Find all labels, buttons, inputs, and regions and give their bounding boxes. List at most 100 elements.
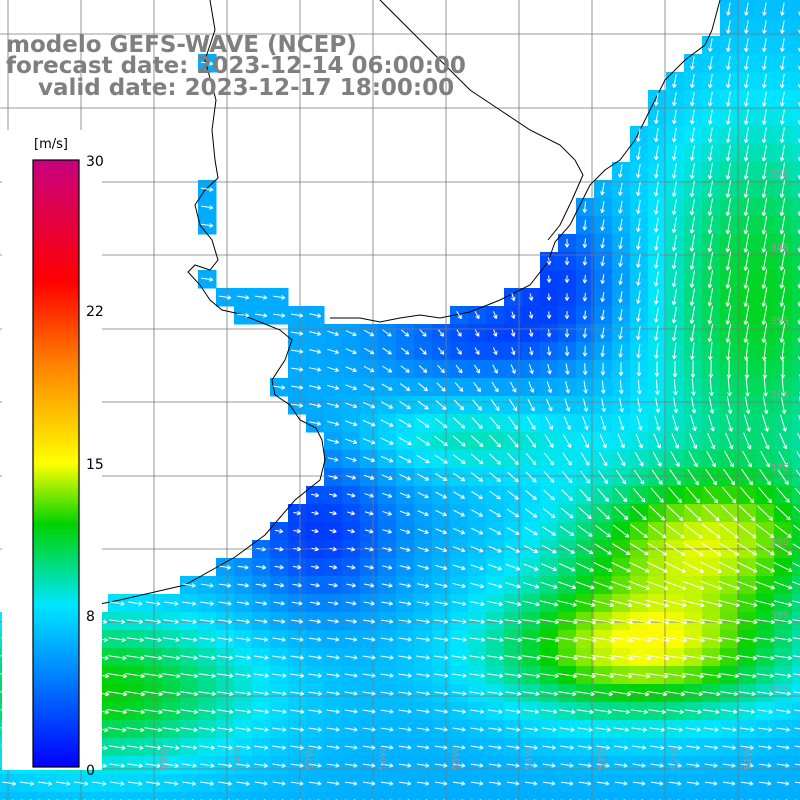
wind-cell (792, 432, 800, 451)
wind-arrow (528, 311, 534, 319)
wind-arrow (617, 433, 625, 449)
wind-arrow (311, 564, 320, 570)
wind-arrow (681, 636, 705, 643)
wind-arrow (672, 415, 679, 431)
wind-arrow (416, 601, 430, 606)
wind-arrow (470, 564, 484, 571)
wind-arrow (345, 601, 357, 606)
wind-arrow (326, 655, 340, 660)
wind-arrow (162, 727, 180, 733)
wind-arrow (507, 490, 519, 500)
wind-arrow (745, 377, 750, 397)
wind-arrow (200, 277, 214, 282)
wind-arrow (363, 401, 376, 409)
wind-arrow (524, 745, 538, 750)
wind-arrow (326, 727, 340, 732)
wind-cell (792, 54, 800, 73)
wind-arrow (744, 56, 749, 71)
wind-arrow (434, 473, 448, 481)
wind-arrow (681, 580, 705, 591)
wind-arrow (756, 523, 775, 539)
wind-arrow (438, 329, 445, 337)
wind-arrow (254, 781, 268, 786)
wind-arrow (700, 561, 722, 573)
wind-arrow (704, 745, 718, 750)
wind-arrow (707, 342, 713, 361)
wind-arrow (793, 506, 800, 513)
wind-arrow (611, 543, 631, 555)
wind-arrow (794, 781, 800, 784)
wind-cell (792, 774, 800, 793)
wind-arrow (794, 709, 800, 712)
wind-arrow (704, 763, 718, 768)
wind-arrow (362, 438, 376, 445)
wind-arrow (381, 383, 393, 391)
wind-arrow (416, 436, 430, 446)
wind-arrow (308, 763, 322, 768)
wind-arrow (200, 601, 214, 606)
wind-arrow (598, 452, 608, 467)
wind-cell (720, 792, 739, 800)
wind-arrow (363, 347, 375, 355)
wind-cell (90, 792, 109, 800)
wind-cell (792, 738, 800, 757)
wind-arrow (761, 287, 768, 307)
wind-arrow (399, 383, 411, 391)
wind-arrow (703, 727, 719, 732)
wind-cell (792, 630, 800, 649)
wind-arrow (558, 562, 576, 572)
wind-arrow (381, 474, 393, 481)
wind-arrow (434, 709, 448, 714)
wind-arrow (416, 655, 430, 660)
wind-arrow (452, 435, 466, 447)
wind-arrow (521, 655, 541, 661)
wind-arrow (399, 400, 411, 410)
wind-arrow (329, 510, 337, 516)
wind-arrow (127, 619, 144, 625)
wind-arrow (761, 198, 768, 217)
wind-arrow (684, 504, 702, 522)
wind-arrow (683, 523, 703, 539)
colorbar-tick-8: 8 (86, 609, 95, 625)
wind-arrow (398, 637, 412, 642)
wind-arrow (381, 583, 393, 588)
wind-arrow (779, 287, 786, 307)
wind-arrow (671, 252, 677, 270)
wind-arrow (761, 305, 768, 325)
wind-arrow (218, 583, 232, 588)
wind-arrow (755, 655, 775, 661)
wind-arrow (272, 781, 286, 786)
wind-cell (792, 360, 800, 379)
wind-arrow (634, 451, 644, 467)
wind-arrow (255, 601, 268, 606)
wind-arrow (271, 691, 287, 696)
wind-arrow (524, 508, 538, 518)
wind-arrow (739, 709, 755, 714)
wind-arrow (779, 305, 786, 325)
wind-arrow (416, 709, 430, 714)
wind-arrow (126, 745, 144, 751)
wind-arrow (162, 745, 180, 751)
wind-cell (144, 792, 163, 800)
wind-arrow (718, 580, 740, 590)
wind-arrow (505, 563, 521, 571)
wind-arrow (452, 709, 466, 714)
wind-arrow (762, 56, 767, 71)
wind-arrow (743, 323, 750, 343)
wind-arrow (107, 655, 127, 661)
wind-arrow (544, 434, 554, 448)
wind-cell (792, 252, 800, 271)
wind-arrow (743, 251, 750, 271)
wind-cell (792, 702, 800, 721)
wind-arrow (20, 781, 35, 786)
wind-arrow (628, 691, 650, 697)
wind-arrow (671, 217, 677, 234)
wind-arrow (109, 619, 126, 625)
wind-arrow (719, 523, 739, 539)
wind-arrow (452, 763, 466, 768)
wind-arrow (398, 691, 412, 696)
wind-arrow (725, 144, 731, 162)
wind-arrow (556, 672, 578, 679)
wind-arrow (556, 636, 578, 643)
wind-arrow (673, 379, 678, 396)
